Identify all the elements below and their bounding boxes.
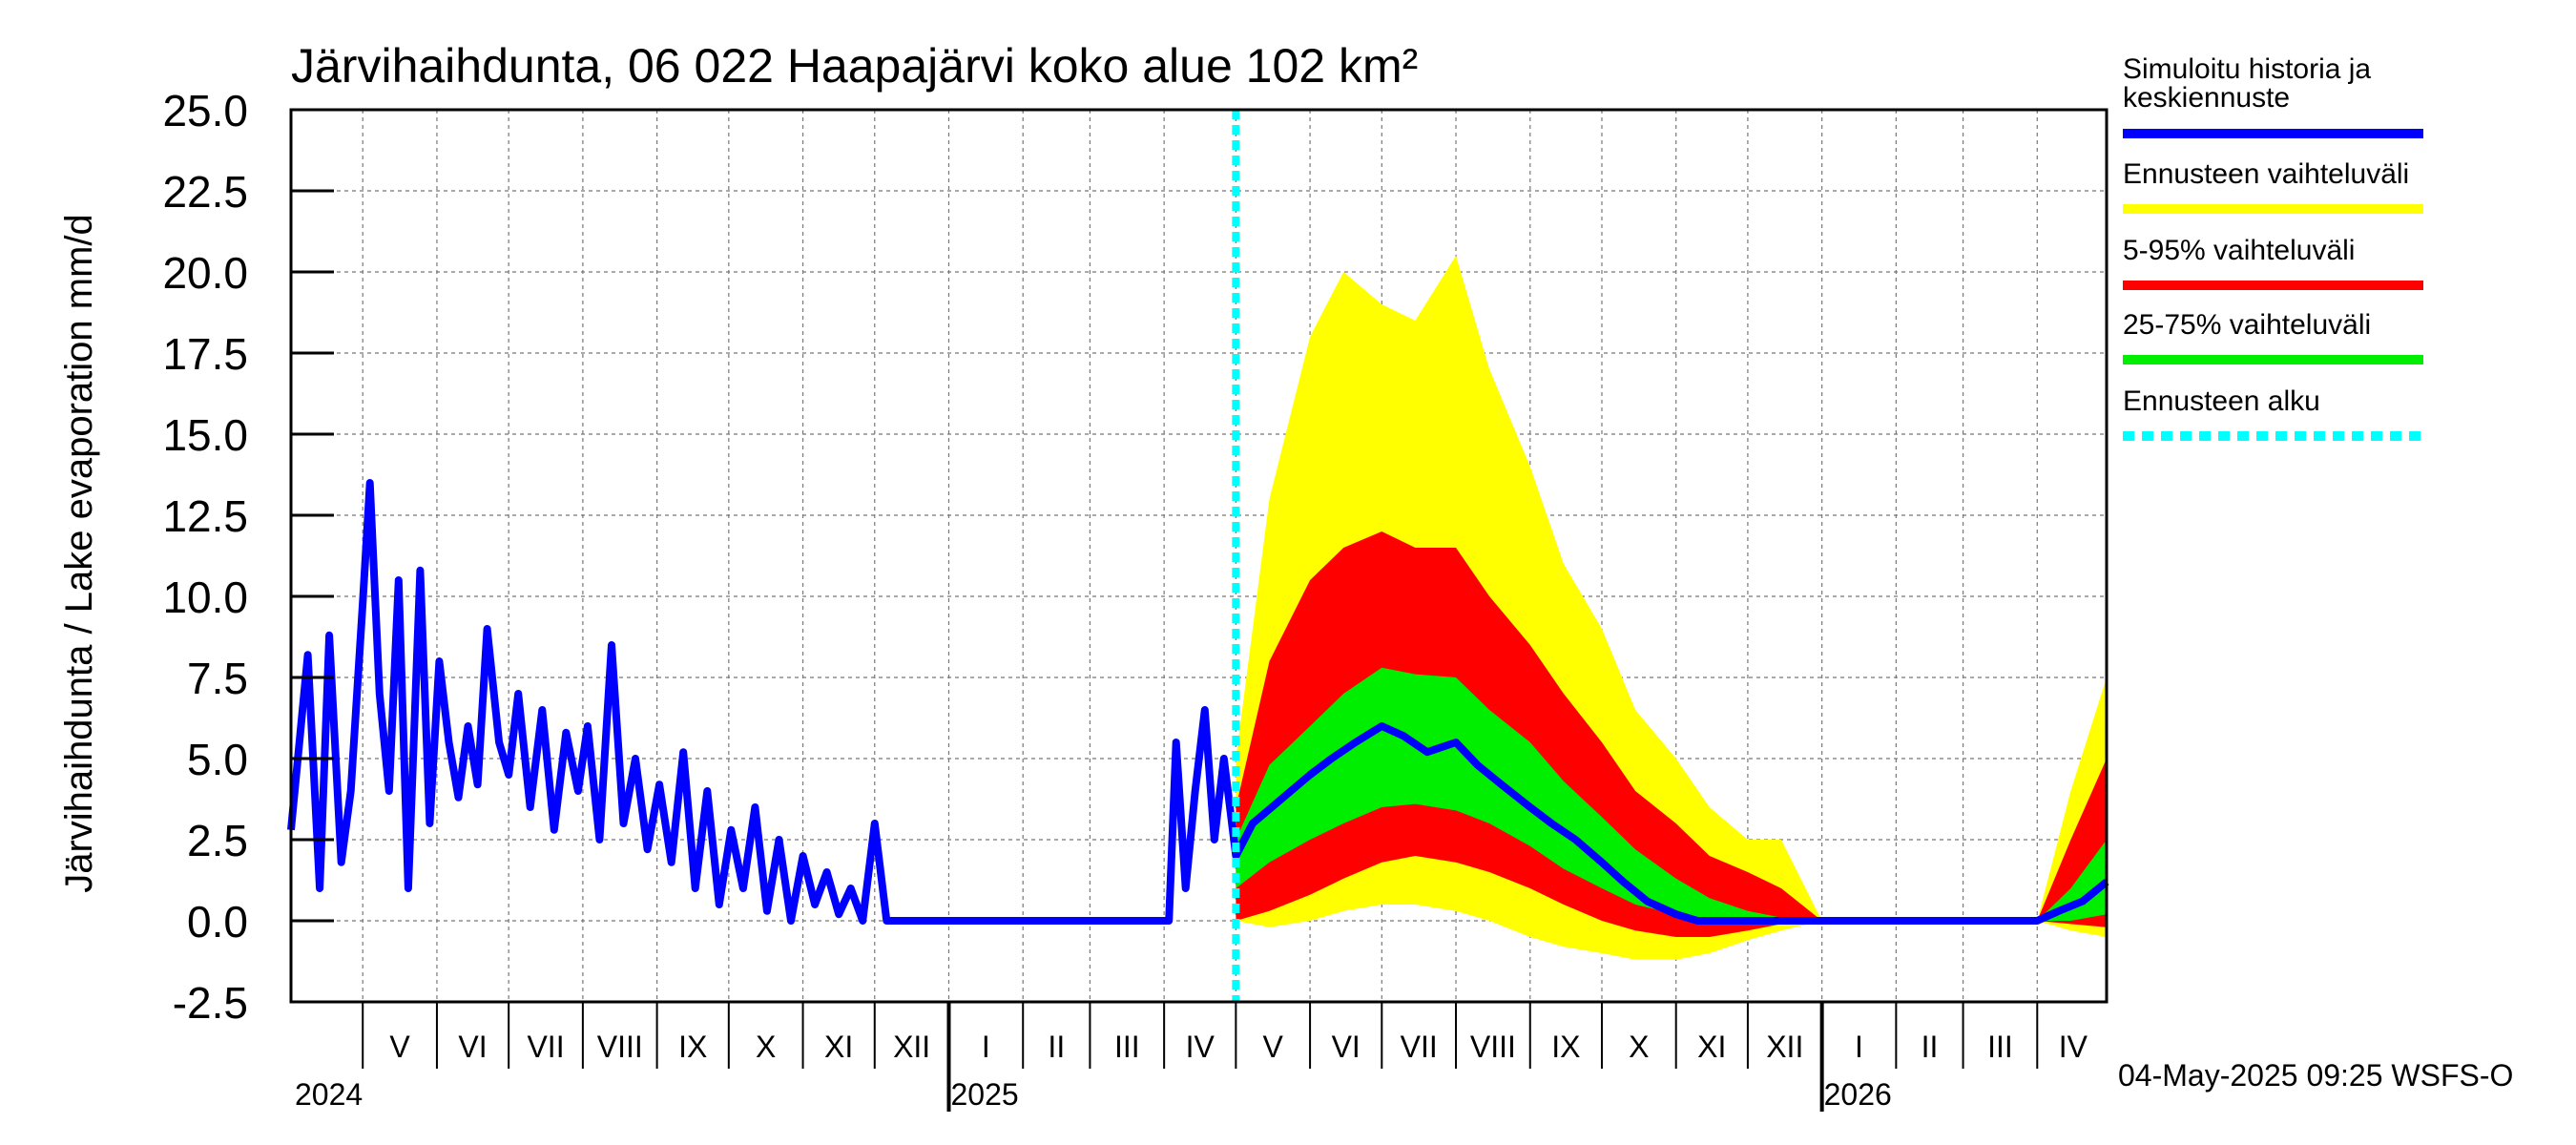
legend-label: keskiennuste	[2123, 82, 2290, 114]
x-month-label: IV	[2059, 1030, 2088, 1064]
legend-label: Simuloitu historia ja	[2123, 53, 2371, 85]
legend-label: Ennusteen alku	[2123, 385, 2320, 417]
x-month-label: VI	[458, 1030, 487, 1064]
legend-label: Ennusteen vaihteluväli	[2123, 158, 2409, 190]
history-line	[287, 479, 2109, 925]
y-tick-label: 10.0	[162, 572, 248, 622]
y-axis: -2.5 0.0 2.5 5.0 7.5 10.0 12.5 15.0 17.5 20.0 22.5…	[162, 86, 334, 1028]
y-tick-label: 12.5	[162, 491, 248, 541]
x-year-label: 2024	[295, 1077, 363, 1112]
x-month-label: VIII	[1470, 1030, 1516, 1064]
x-year-label: 2025	[950, 1077, 1018, 1112]
legend-label: 5-95% vaihteluväli	[2123, 235, 2355, 266]
y-tick-label: -2.5	[173, 978, 248, 1028]
x-month-label: VI	[1332, 1030, 1361, 1064]
x-month-label: II	[1048, 1030, 1065, 1064]
plot-frame	[289, 108, 2109, 1004]
y-tick-label: 5.0	[187, 735, 248, 784]
y-tick-label: 2.5	[187, 816, 248, 865]
x-month-label: X	[756, 1030, 776, 1064]
y-tick-label: 20.0	[162, 248, 248, 298]
x-month-label: VII	[527, 1030, 564, 1064]
x-month-label: XI	[1697, 1030, 1726, 1064]
x-month-label: III	[1987, 1030, 2013, 1064]
y-axis-label: Järvihaihdunta / Lake evaporation mm/d	[58, 214, 100, 893]
grid	[291, 109, 2107, 1003]
band-25-75	[1236, 667, 2107, 921]
x-month-label: VII	[1401, 1030, 1438, 1064]
x-month-label: V	[1263, 1030, 1284, 1064]
chart-title: Järvihaihdunta, 06 022 Haapajärvi koko a…	[291, 39, 1418, 93]
legend-label: 25-75% vaihteluväli	[2123, 309, 2371, 341]
band-5-95	[1236, 531, 2107, 937]
y-tick-label: 15.0	[162, 410, 248, 460]
x-year-label: 2026	[1824, 1077, 1892, 1112]
x-month-label: III	[1114, 1030, 1140, 1064]
history-and-median-line	[287, 479, 2109, 925]
y-tick-label: 17.5	[162, 329, 248, 379]
x-month-label: II	[1922, 1030, 1939, 1064]
y-tick-label: 22.5	[162, 167, 248, 217]
footer-timestamp: 04-May-2025 09:25 WSFS-O	[2118, 1058, 2513, 1093]
x-month-label: VIII	[597, 1030, 643, 1064]
x-month-label: V	[389, 1030, 410, 1064]
x-month-label: IV	[1186, 1030, 1215, 1064]
x-month-label: XII	[893, 1030, 930, 1064]
x-month-label: XI	[824, 1030, 853, 1064]
x-month-label: XII	[1766, 1030, 1803, 1064]
y-tick-label: 0.0	[187, 897, 248, 947]
x-axis: V VI VII VIII IX X XI XII I II III IV V VI VII VIII IX X X…	[295, 1002, 2088, 1112]
forecast-bands	[1236, 256, 2107, 960]
x-month-label: X	[1629, 1030, 1649, 1064]
y-tick-label: 7.5	[187, 654, 248, 703]
y-tick-label: 25.0	[162, 86, 248, 135]
x-month-label: I	[982, 1030, 990, 1064]
x-month-label: I	[1855, 1030, 1863, 1064]
x-month-label: IX	[1551, 1030, 1580, 1064]
x-month-label: IX	[678, 1030, 707, 1064]
